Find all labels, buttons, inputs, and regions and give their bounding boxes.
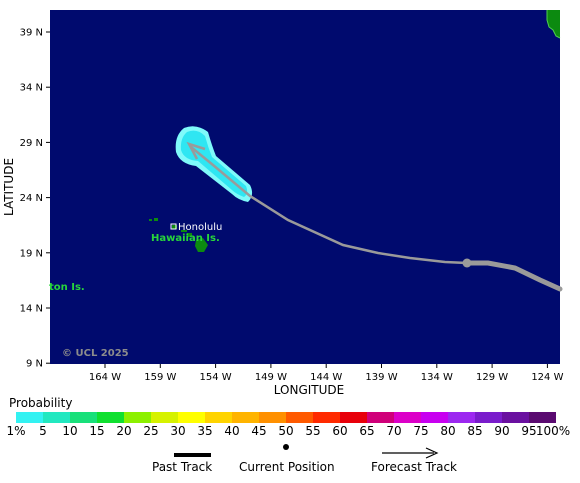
- mainland-coast: [547, 10, 560, 38]
- probability-swatch: [16, 412, 43, 423]
- honolulu-marker: [170, 223, 177, 230]
- forecast-arrow-head: [186, 141, 206, 160]
- probability-label: 20: [116, 424, 131, 438]
- island-niihau: [149, 219, 152, 221]
- island-maui: [187, 233, 192, 237]
- lon-tick-label: 124 W: [531, 372, 563, 383]
- lon-tick-label: 139 W: [365, 372, 397, 383]
- probability-swatch: [43, 412, 70, 423]
- map-chart: Honolulu Hawaiian Is. ton Is. © UCL 2025…: [2, 10, 564, 397]
- lat-tick-label: 19 N: [20, 248, 43, 259]
- past-track-label: Past Track: [152, 460, 213, 474]
- forecast-track-line: [190, 146, 468, 265]
- legend-title: Probability: [9, 396, 73, 410]
- probability-swatch: [529, 412, 556, 423]
- current-position-swatch: [283, 444, 289, 450]
- probability-label: 25: [143, 424, 158, 438]
- probability-label: 80: [440, 424, 455, 438]
- probability-swatch: [475, 412, 502, 423]
- probability-label: 95: [521, 424, 536, 438]
- probability-label: 75: [413, 424, 428, 438]
- probability-label: 30: [170, 424, 185, 438]
- probability-swatch: [448, 412, 475, 423]
- probability-label: 90: [494, 424, 509, 438]
- hawaiian-islands: [149, 218, 208, 252]
- probability-label: 100%: [536, 424, 570, 438]
- copyright-label: © UCL 2025: [62, 348, 129, 359]
- forecast-track-label: Forecast Track: [371, 460, 457, 474]
- probability-swatch: [421, 412, 448, 423]
- lat-tick-label: 29 N: [20, 138, 43, 149]
- lat-tick-label: 34 N: [20, 83, 43, 94]
- lat-tick-label: 39 N: [20, 28, 43, 39]
- probability-swatch: [340, 412, 367, 423]
- lon-tick-label: 129 W: [476, 372, 508, 383]
- johnston-islands-label: ton Is.: [49, 282, 85, 293]
- probability-swatch: [232, 412, 259, 423]
- y-axis-title: LATITUDE: [2, 158, 16, 216]
- probability-swatch: [367, 412, 394, 423]
- lon-tick-label: 144 W: [310, 372, 342, 383]
- probability-label: 50: [278, 424, 293, 438]
- probability-swatch: [124, 412, 151, 423]
- lon-tick-label: 154 W: [200, 372, 232, 383]
- island-big-island: [195, 238, 208, 252]
- current-position-marker: [462, 258, 472, 268]
- lon-tick-label: 134 W: [421, 372, 453, 383]
- island-oahu: [172, 225, 177, 229]
- probability-swatch: [502, 412, 529, 423]
- lon-tick-label: 149 W: [255, 372, 287, 383]
- probability-labels: 1% 5 10 15 20 25 30 35 40 45 50 55 60 65 70 75 80 85 90 95 1…: [6, 424, 570, 438]
- lon-tick-label: 164 W: [89, 372, 121, 383]
- probability-label: 10: [62, 424, 77, 438]
- current-position-label: Current Position: [239, 460, 335, 474]
- longitude-ticks: 164 W 159 W 154 W 149 W 144 W 139 W 134 W 129 W…: [89, 364, 564, 383]
- probability-swatch: [97, 412, 124, 423]
- lat-tick-label: 24 N: [20, 193, 43, 204]
- x-axis-title: LONGITUDE: [274, 383, 344, 397]
- probability-swatch: [259, 412, 286, 423]
- lat-tick-label: 9 N: [26, 359, 43, 370]
- probability-label: 5: [39, 424, 47, 438]
- probability-swatch: [178, 412, 205, 423]
- mainland-coast-edge: [546, 10, 561, 39]
- probability-label: 40: [224, 424, 239, 438]
- probability-label: 60: [332, 424, 347, 438]
- probability-swatch: [70, 412, 97, 423]
- probability-label: 1%: [6, 424, 25, 438]
- current-position-key: Current Position: [237, 444, 347, 479]
- probability-label: 15: [89, 424, 104, 438]
- probability-label: 55: [305, 424, 320, 438]
- probability-label: 65: [359, 424, 374, 438]
- probability-label: 85: [467, 424, 482, 438]
- forecast-track-key: Forecast Track: [368, 445, 468, 479]
- ocean-area: [50, 10, 560, 364]
- hawaiian-islands-label: Hawaiian Is.: [151, 233, 220, 244]
- probability-swatches: [16, 412, 556, 423]
- forecast-track-swatch: [382, 447, 439, 459]
- past-track-swatch: [174, 453, 211, 457]
- probability-label: 70: [386, 424, 401, 438]
- probability-swatch: [205, 412, 232, 423]
- probability-swatch: [313, 412, 340, 423]
- past-track-key: Past Track: [148, 445, 228, 479]
- island-molokai: [181, 230, 187, 232]
- lon-tick-label: 159 W: [144, 372, 176, 383]
- probability-label: 45: [251, 424, 266, 438]
- probability-color-scale: 1% 5 10 15 20 25 30 35 40 45 50 55 60 65 70 75 80 85 90 95 1…: [6, 412, 570, 438]
- probability-label: 35: [197, 424, 212, 438]
- honolulu-label: Honolulu: [178, 222, 222, 233]
- island-kauai: [154, 218, 158, 221]
- probability-swatch: [394, 412, 421, 423]
- probability-swatch: [286, 412, 313, 423]
- latitude-ticks: 39 N 34 N 29 N 24 N 19 N 14 N 9 N: [20, 28, 50, 370]
- past-track-line: [464, 260, 563, 292]
- probability-swatch: [151, 412, 178, 423]
- lat-tick-label: 14 N: [20, 304, 43, 315]
